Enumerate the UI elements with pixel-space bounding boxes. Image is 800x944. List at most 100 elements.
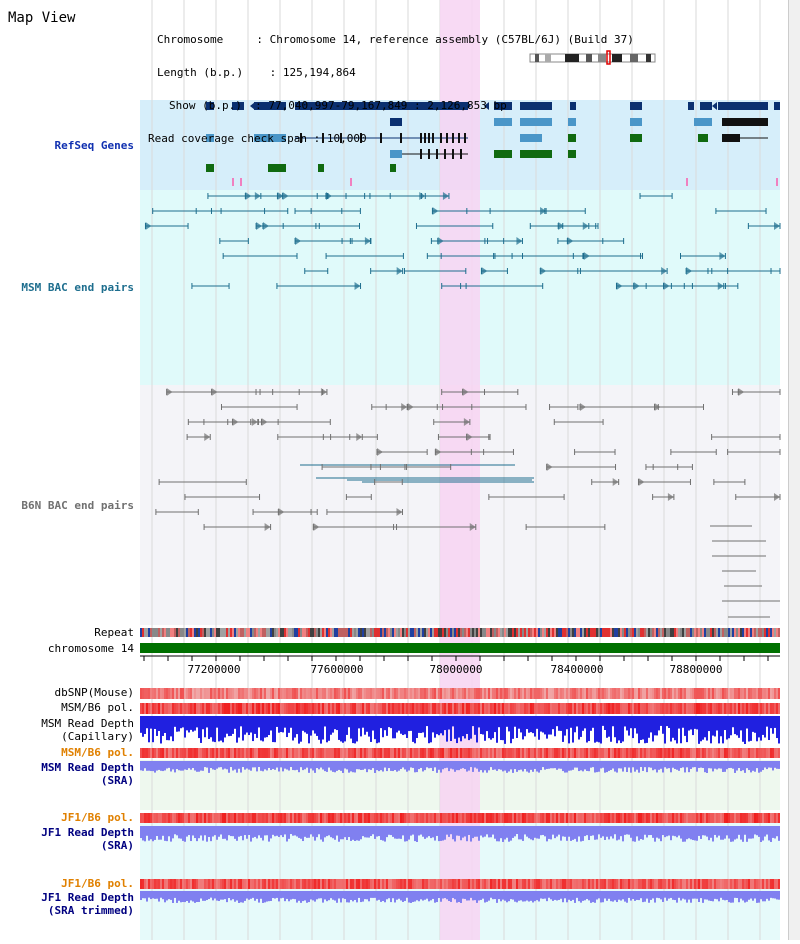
track-label-msm-depth-sra[interactable]: MSM Read Depth xyxy=(41,761,134,774)
track-label-msm-bac[interactable]: MSM BAC end pairs xyxy=(21,281,134,294)
track-label-jf1-b6-pol-2[interactable]: JF1/B6 pol. xyxy=(61,877,134,890)
jf1-pol-strip xyxy=(374,813,376,823)
msm-pol-strip xyxy=(584,703,586,714)
repeat-element xyxy=(390,628,392,637)
msm-pol-strip xyxy=(454,703,456,714)
jf1-pol-strip xyxy=(460,813,462,823)
track-label-b6n-bac[interactable]: B6N BAC end pairs xyxy=(21,499,134,512)
jf1-pol-strip xyxy=(652,813,654,823)
dbsnp-strip xyxy=(702,688,704,699)
jf1-sra-depth-bar xyxy=(146,826,148,836)
track-label-msm-depth-cap[interactable]: MSM Read Depth xyxy=(41,717,134,730)
msm-sra-depth-bar xyxy=(450,761,452,769)
dbsnp-strip xyxy=(452,688,454,699)
jf1-pol2-strip xyxy=(388,879,390,889)
jf1-pol-strip xyxy=(540,813,542,823)
msm-sra-depth-bar xyxy=(486,761,488,773)
jf1-sra-depth-bar xyxy=(540,826,542,836)
jf1-pol-strip xyxy=(754,813,756,823)
msm-sra-depth-bar xyxy=(490,761,492,768)
dbsnp-strip xyxy=(194,688,196,699)
jf1-pol2-strip xyxy=(550,879,552,889)
jf1-pol-strip xyxy=(208,813,210,823)
repeat-element xyxy=(332,628,334,637)
dbsnp-strip xyxy=(654,688,656,699)
msm-pol-strip xyxy=(368,703,370,714)
jf1-pol-strip xyxy=(584,813,586,823)
msm-pol-strip xyxy=(480,703,482,714)
track-label-chromosome[interactable]: chromosome 14 xyxy=(47,642,134,655)
track-label-repeat[interactable]: Repeat xyxy=(94,626,134,639)
jf1-pol2-strip xyxy=(382,879,384,889)
msm-depth-bar xyxy=(650,716,652,733)
msm-pol2-strip xyxy=(494,748,496,758)
jf1-pol-strip xyxy=(700,813,702,823)
jf1-pol2-strip xyxy=(714,879,716,889)
msm-pol2-strip xyxy=(664,748,666,758)
msm-pol2-strip xyxy=(544,748,546,758)
repeat-element xyxy=(350,628,352,637)
jf1-pol-strip xyxy=(616,813,618,823)
track-label-jf1-b6-pol-1[interactable]: JF1/B6 pol. xyxy=(61,811,134,824)
msm-sra-depth-bar xyxy=(180,761,182,771)
msm-sra-depth-bar xyxy=(724,761,726,772)
msm-depth-bar xyxy=(294,716,296,738)
jf1-trim-depth-bar xyxy=(674,891,676,901)
jf1-sra-depth-bar xyxy=(766,826,768,835)
dbsnp-strip xyxy=(190,688,192,699)
track-label-msm-b6-pol-2[interactable]: MSM/B6 pol. xyxy=(61,746,134,759)
track-label-jf1-depth-trim[interactable]: JF1 Read Depth xyxy=(41,891,134,904)
dbsnp-strip xyxy=(744,688,746,699)
jf1-pol2-strip xyxy=(512,879,514,889)
dbsnp-strip xyxy=(208,688,210,699)
jf1-sra-depth-bar xyxy=(618,826,620,840)
msm-depth-bar xyxy=(258,716,260,728)
repeat-element xyxy=(406,628,408,637)
jf1-pol-strip xyxy=(538,813,540,823)
msm-depth-bar xyxy=(734,716,736,735)
b6n-bac-arrow xyxy=(774,493,780,501)
jf1-pol-strip xyxy=(162,813,164,823)
jf1-sra-depth-bar xyxy=(644,826,646,835)
jf1-pol2-strip xyxy=(164,879,166,889)
jf1-pol2-strip xyxy=(456,879,458,889)
jf1-sra-depth-bar xyxy=(278,826,280,837)
msm-pol2-strip xyxy=(442,748,444,758)
dbsnp-strip xyxy=(408,688,410,699)
jf1-trim-depth-bar xyxy=(588,891,590,901)
jf1-trim-depth-bar xyxy=(300,891,302,903)
jf1-pol-strip xyxy=(272,813,274,823)
jf1-pol-strip xyxy=(274,813,276,823)
msm-depth-bar xyxy=(440,716,442,734)
gene-exon xyxy=(570,102,576,110)
msm-sra-depth-bar xyxy=(414,761,416,773)
track-label-refseq-genes[interactable]: RefSeq Genes xyxy=(54,139,134,152)
msm-pol2-strip xyxy=(236,748,238,758)
track-label-dbsnp[interactable]: dbSNP(Mouse) xyxy=(54,686,134,699)
msm-pol-strip xyxy=(168,703,170,714)
jf1-pol2-strip xyxy=(612,879,614,889)
msm-pol-strip xyxy=(392,703,394,714)
jf1-sra-depth-bar xyxy=(216,826,218,840)
jf1-pol2-strip xyxy=(246,879,248,889)
dbsnp-strip xyxy=(448,688,450,699)
vertical-scrollbar[interactable] xyxy=(788,0,800,940)
repeat-element xyxy=(630,628,632,637)
repeat-element xyxy=(254,628,256,637)
msm-pol-strip xyxy=(676,703,678,714)
repeat-element xyxy=(662,628,664,637)
jf1-trim-depth-bar xyxy=(700,891,702,899)
track-label-msm-b6-pol-1[interactable]: MSM/B6 pol. xyxy=(61,701,134,714)
msm-pol2-strip xyxy=(584,748,586,758)
msm-pol-strip xyxy=(598,703,600,714)
jf1-sra-depth-bar xyxy=(192,826,194,836)
jf1-pol2-strip xyxy=(344,879,346,889)
msm-depth-bar xyxy=(446,716,448,742)
msm-depth-bar xyxy=(692,716,694,736)
msm-pol-strip xyxy=(520,703,522,714)
track-label-jf1-depth-sra[interactable]: JF1 Read Depth xyxy=(41,826,134,839)
dbsnp-strip xyxy=(382,688,384,699)
msm-depth-bar xyxy=(686,716,688,743)
msm-pol-strip xyxy=(766,703,768,714)
